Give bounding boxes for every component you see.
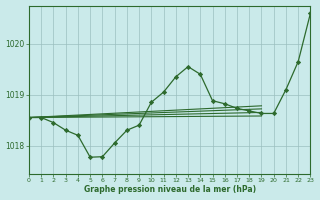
X-axis label: Graphe pression niveau de la mer (hPa): Graphe pression niveau de la mer (hPa) xyxy=(84,185,256,194)
